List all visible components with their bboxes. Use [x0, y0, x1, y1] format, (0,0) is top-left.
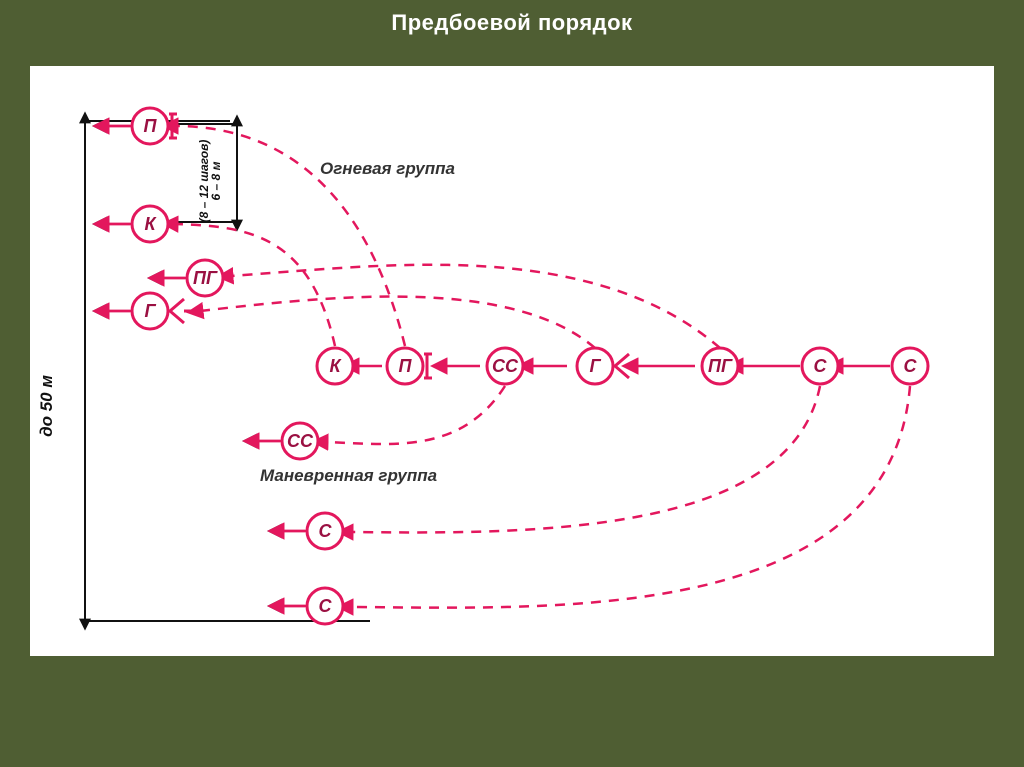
unit-label: СС	[287, 431, 314, 451]
unit-symbol: К	[104, 206, 168, 242]
unit-symbol: С	[802, 348, 838, 384]
unit-label: ПГ	[708, 356, 733, 376]
unit-label: К	[144, 214, 157, 234]
unit-label: СС	[492, 356, 519, 376]
unit-symbol: К	[317, 348, 353, 384]
diagram-panel: до 50 м6 – 8 м(8 – 12 шагов) ПКПГГССССКП…	[30, 66, 994, 656]
vertical-dim-label: до 50 м	[37, 375, 56, 437]
unit-symbol: П	[387, 348, 432, 384]
unit-label: Г	[144, 301, 156, 321]
unit-symbol: СС	[487, 348, 523, 384]
unit-symbol: С	[892, 348, 928, 384]
unit-symbol: Г	[577, 348, 637, 384]
movement-curve	[325, 386, 505, 444]
unit-label: П	[144, 116, 158, 136]
movement-curve	[230, 265, 720, 348]
movement-curve	[350, 386, 910, 608]
unit-label: П	[399, 356, 413, 376]
unit-symbol: ПГ	[159, 260, 223, 296]
unit-label: К	[329, 356, 342, 376]
maneuver-group-label: Маневренная группа	[260, 466, 437, 485]
unit-symbol: С	[279, 588, 343, 624]
fire-group-label: Огневая группа	[320, 159, 455, 178]
unit-symbol: ПГ	[702, 348, 738, 384]
diagram-svg: до 50 м6 – 8 м(8 – 12 шагов) ПКПГГССССКП…	[30, 66, 994, 656]
movement-curve	[350, 386, 820, 532]
unit-label: С	[319, 596, 333, 616]
unit-symbol: П	[104, 108, 177, 144]
unit-symbol: С	[279, 513, 343, 549]
spacing-dim-label: 6 – 8 м	[209, 161, 223, 200]
page-title: Предбоевой порядок	[0, 0, 1024, 66]
unit-label: С	[319, 521, 333, 541]
unit-symbol: Г	[104, 293, 192, 329]
unit-label: С	[814, 356, 828, 376]
unit-symbol: СС	[254, 423, 318, 459]
unit-label: Г	[589, 356, 601, 376]
spacing-dim-sublabel: (8 – 12 шагов)	[197, 140, 211, 223]
unit-label: С	[904, 356, 918, 376]
unit-label: ПГ	[193, 268, 218, 288]
